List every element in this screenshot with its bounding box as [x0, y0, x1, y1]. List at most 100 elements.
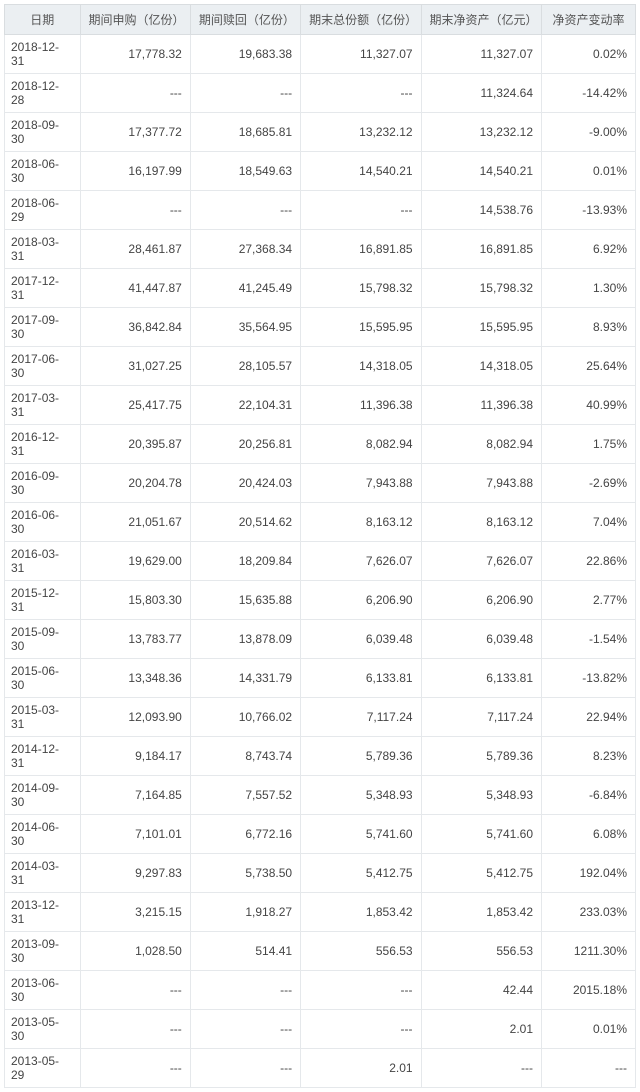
- cell-redemption: 13,878.09: [190, 620, 300, 659]
- header-net-asset: 期末净资产（亿元）: [421, 5, 541, 35]
- cell-total-shares: 14,540.21: [301, 152, 421, 191]
- cell-date: 2016-09-30: [5, 464, 81, 503]
- cell-change-rate: 6.08%: [542, 815, 636, 854]
- cell-redemption: 20,424.03: [190, 464, 300, 503]
- table-row: 2013-12-313,215.151,918.271,853.421,853.…: [5, 893, 636, 932]
- table-row: 2013-05-30---------2.010.01%: [5, 1010, 636, 1049]
- table-row: 2016-12-3120,395.8720,256.818,082.948,08…: [5, 425, 636, 464]
- cell-subscription: 31,027.25: [80, 347, 190, 386]
- table-row: 2018-12-28---------11,324.64-14.42%: [5, 74, 636, 113]
- cell-redemption: 22,104.31: [190, 386, 300, 425]
- cell-subscription: 28,461.87: [80, 230, 190, 269]
- cell-total-shares: 5,789.36: [301, 737, 421, 776]
- cell-redemption: 20,256.81: [190, 425, 300, 464]
- cell-date: 2017-12-31: [5, 269, 81, 308]
- cell-subscription: 17,377.72: [80, 113, 190, 152]
- cell-total-shares: 15,798.32: [301, 269, 421, 308]
- cell-redemption: ---: [190, 1049, 300, 1088]
- cell-redemption: ---: [190, 191, 300, 230]
- cell-total-shares: 6,133.81: [301, 659, 421, 698]
- cell-change-rate: 1211.30%: [542, 932, 636, 971]
- cell-change-rate: -1.54%: [542, 620, 636, 659]
- cell-subscription: 12,093.90: [80, 698, 190, 737]
- cell-redemption: 20,514.62: [190, 503, 300, 542]
- cell-total-shares: 5,348.93: [301, 776, 421, 815]
- cell-date: 2013-09-30: [5, 932, 81, 971]
- table-row: 2018-09-3017,377.7218,685.8113,232.1213,…: [5, 113, 636, 152]
- cell-subscription: 9,297.83: [80, 854, 190, 893]
- table-row: 2014-03-319,297.835,738.505,412.755,412.…: [5, 854, 636, 893]
- cell-total-shares: 7,117.24: [301, 698, 421, 737]
- cell-change-rate: 1.30%: [542, 269, 636, 308]
- cell-date: 2014-09-30: [5, 776, 81, 815]
- cell-change-rate: 8.23%: [542, 737, 636, 776]
- cell-subscription: 7,164.85: [80, 776, 190, 815]
- cell-redemption: 19,683.38: [190, 35, 300, 74]
- cell-net-asset: ---: [421, 1049, 541, 1088]
- cell-subscription: 36,842.84: [80, 308, 190, 347]
- cell-total-shares: 14,318.05: [301, 347, 421, 386]
- cell-change-rate: 22.86%: [542, 542, 636, 581]
- cell-date: 2016-06-30: [5, 503, 81, 542]
- cell-subscription: 1,028.50: [80, 932, 190, 971]
- cell-date: 2017-09-30: [5, 308, 81, 347]
- cell-date: 2017-03-31: [5, 386, 81, 425]
- cell-total-shares: 5,412.75: [301, 854, 421, 893]
- cell-total-shares: 556.53: [301, 932, 421, 971]
- cell-total-shares: 6,039.48: [301, 620, 421, 659]
- cell-date: 2015-12-31: [5, 581, 81, 620]
- cell-change-rate: 2015.18%: [542, 971, 636, 1010]
- table-row: 2014-06-307,101.016,772.165,741.605,741.…: [5, 815, 636, 854]
- cell-net-asset: 7,943.88: [421, 464, 541, 503]
- cell-date: 2018-06-30: [5, 152, 81, 191]
- table-row: 2014-12-319,184.178,743.745,789.365,789.…: [5, 737, 636, 776]
- cell-subscription: ---: [80, 74, 190, 113]
- table-row: 2018-06-3016,197.9918,549.6314,540.2114,…: [5, 152, 636, 191]
- cell-net-asset: 5,412.75: [421, 854, 541, 893]
- cell-subscription: 13,348.36: [80, 659, 190, 698]
- cell-redemption: 7,557.52: [190, 776, 300, 815]
- cell-redemption: 514.41: [190, 932, 300, 971]
- cell-net-asset: 5,741.60: [421, 815, 541, 854]
- cell-subscription: 13,783.77: [80, 620, 190, 659]
- cell-subscription: 3,215.15: [80, 893, 190, 932]
- cell-date: 2015-06-30: [5, 659, 81, 698]
- table-row: 2015-09-3013,783.7713,878.096,039.486,03…: [5, 620, 636, 659]
- cell-change-rate: 0.01%: [542, 1010, 636, 1049]
- cell-total-shares: 13,232.12: [301, 113, 421, 152]
- cell-net-asset: 2.01: [421, 1010, 541, 1049]
- cell-redemption: 27,368.34: [190, 230, 300, 269]
- cell-change-rate: 0.01%: [542, 152, 636, 191]
- cell-date: 2013-06-30: [5, 971, 81, 1010]
- cell-subscription: 15,803.30: [80, 581, 190, 620]
- table-row: 2015-03-3112,093.9010,766.027,117.247,11…: [5, 698, 636, 737]
- cell-date: 2018-06-29: [5, 191, 81, 230]
- cell-redemption: ---: [190, 1010, 300, 1049]
- cell-total-shares: 8,082.94: [301, 425, 421, 464]
- table-header: 日期 期间申购（亿份） 期间赎回（亿份） 期末总份额（亿份） 期末净资产（亿元）…: [5, 5, 636, 35]
- table-row: 2017-06-3031,027.2528,105.5714,318.0514,…: [5, 347, 636, 386]
- table-row: 2013-05-29------2.01------: [5, 1049, 636, 1088]
- cell-redemption: 41,245.49: [190, 269, 300, 308]
- cell-net-asset: 11,396.38: [421, 386, 541, 425]
- cell-net-asset: 42.44: [421, 971, 541, 1010]
- cell-net-asset: 8,163.12: [421, 503, 541, 542]
- cell-net-asset: 11,327.07: [421, 35, 541, 74]
- cell-date: 2018-09-30: [5, 113, 81, 152]
- cell-change-rate: -14.42%: [542, 74, 636, 113]
- cell-date: 2015-03-31: [5, 698, 81, 737]
- cell-change-rate: 233.03%: [542, 893, 636, 932]
- cell-date: 2016-12-31: [5, 425, 81, 464]
- cell-subscription: ---: [80, 971, 190, 1010]
- cell-total-shares: 1,853.42: [301, 893, 421, 932]
- cell-total-shares: 2.01: [301, 1049, 421, 1088]
- cell-change-rate: ---: [542, 1049, 636, 1088]
- cell-net-asset: 14,540.21: [421, 152, 541, 191]
- cell-subscription: 19,629.00: [80, 542, 190, 581]
- cell-change-rate: 192.04%: [542, 854, 636, 893]
- cell-total-shares: ---: [301, 1010, 421, 1049]
- cell-total-shares: 6,206.90: [301, 581, 421, 620]
- cell-subscription: 7,101.01: [80, 815, 190, 854]
- cell-subscription: 16,197.99: [80, 152, 190, 191]
- table-row: 2017-03-3125,417.7522,104.3111,396.3811,…: [5, 386, 636, 425]
